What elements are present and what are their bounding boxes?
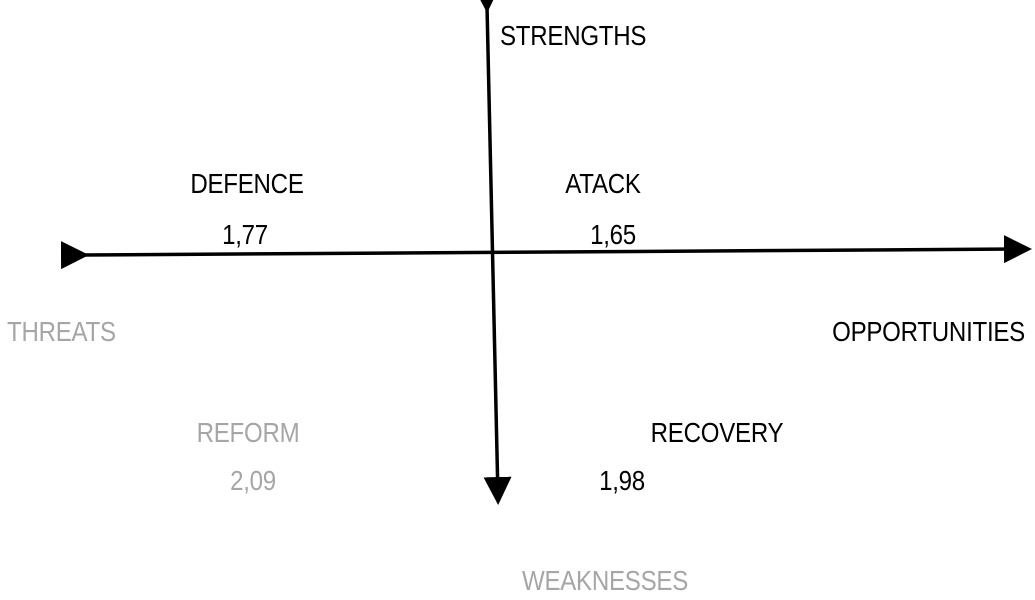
axis-label-strengths: STRENGTHS <box>500 20 647 51</box>
quadrant-reform-value: 2,09 <box>230 465 276 496</box>
horizontal-axis <box>60 235 1032 270</box>
quadrant-recovery-value: 1,98 <box>599 465 645 496</box>
quadrant-defence-label: DEFENCE <box>190 168 304 199</box>
quadrant-atack-label: ATACK <box>565 168 641 199</box>
quadrant-atack-value: 1,65 <box>590 219 636 250</box>
axis-label-weaknesses: WEAKNESSES <box>521 565 689 596</box>
axis-label-opportunities: OPPORTUNITIES <box>832 316 1025 347</box>
quadrant-recovery-label: RECOVERY <box>650 417 784 448</box>
quadrant-defence-value: 1,77 <box>222 219 268 250</box>
quadrant-reform-label: REFORM <box>196 417 300 448</box>
axis-label-threats: THREATS <box>7 316 116 347</box>
vertical-axis <box>472 0 512 505</box>
